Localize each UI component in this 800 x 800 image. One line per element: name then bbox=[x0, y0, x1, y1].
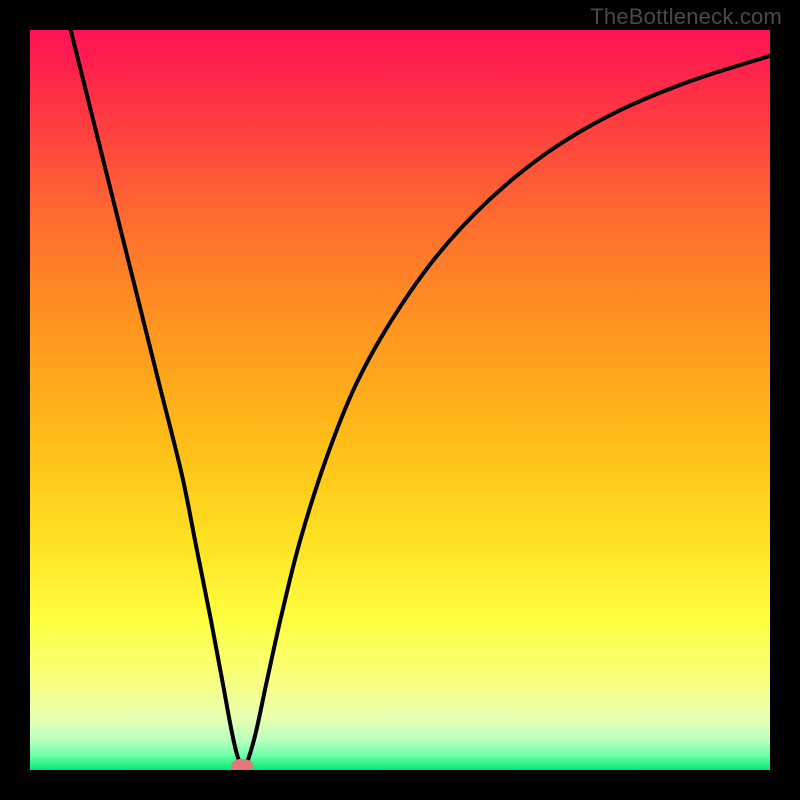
bottleneck-curve bbox=[30, 30, 770, 770]
watermark-text: TheBottleneck.com bbox=[590, 4, 782, 30]
plot-area bbox=[30, 30, 770, 770]
minimum-marker bbox=[231, 759, 253, 770]
